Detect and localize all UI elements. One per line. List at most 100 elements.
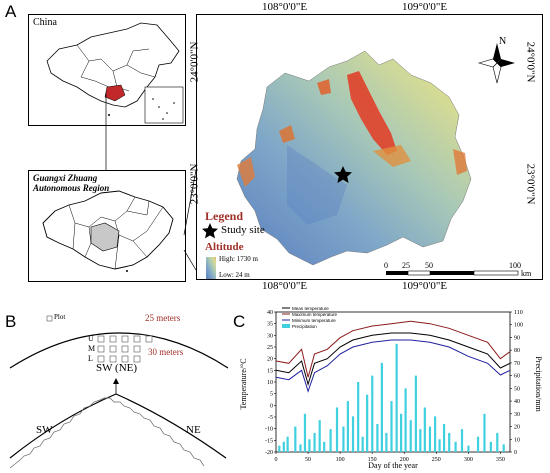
- precip-bar: [351, 416, 355, 452]
- y-tick-label: -20: [265, 450, 273, 456]
- precip-bar: [313, 432, 316, 452]
- china-inset-title: China: [33, 17, 57, 28]
- guangxi-outline-map: [42, 190, 174, 272]
- precip-bar: [409, 420, 412, 452]
- lon-top-2: 109°0'0"E: [402, 1, 448, 13]
- china-inset: China: [28, 14, 186, 126]
- study-site-star: [334, 166, 352, 183]
- y2-tick-label: 0: [514, 450, 517, 456]
- dem-map: [202, 43, 519, 279]
- precip-bar: [400, 413, 403, 452]
- y-tick-label: -15: [265, 438, 273, 444]
- precip-bar: [282, 441, 285, 452]
- guangxi-highlight: [104, 84, 126, 102]
- altitude-colorbar: [206, 257, 216, 279]
- left-slope-label: SW: [36, 424, 53, 436]
- scale-tick-50: 50: [425, 261, 433, 270]
- x-tick-label: 300: [464, 457, 473, 463]
- precip-bar: [329, 429, 332, 452]
- legend-study-site: Study site: [221, 224, 265, 236]
- x-tick-label: 250: [432, 457, 441, 463]
- climate-chart: -20 -15 -10 -5 0 5 10 15 20 25 30 35 40 0 10 20 30 40 50 6…: [239, 306, 543, 470]
- precip-bar: [308, 439, 311, 452]
- y-tick-label: -5: [268, 415, 273, 421]
- y2-tick-label: 30: [514, 412, 520, 418]
- y2-tick-label: 40: [514, 399, 520, 405]
- precip-bar: [448, 432, 451, 452]
- precip-bar: [366, 394, 369, 452]
- precip-bar: [303, 413, 307, 452]
- scale-tick-100: 100: [509, 261, 521, 270]
- plot-key-label: Plot: [54, 313, 66, 321]
- height-label: 30 meters: [148, 347, 184, 357]
- y2-tick-label: 100: [514, 323, 523, 329]
- panel-c-label: C: [233, 312, 246, 331]
- lat-right-2: 23°0'0"N: [524, 163, 537, 205]
- y-tick-label: 20: [267, 357, 273, 363]
- precip-bar: [299, 444, 302, 452]
- precip-bar: [390, 401, 393, 452]
- legend-star-icon: [202, 223, 218, 239]
- precip-bar: [502, 444, 505, 452]
- x-tick-label: 350: [496, 457, 505, 463]
- legend-title: Legend: [205, 209, 244, 223]
- precip-bar: [483, 413, 486, 452]
- scale-bar: [386, 270, 519, 276]
- precip-bar: [361, 436, 364, 452]
- y-tick-label: 10: [267, 380, 273, 386]
- lon-top-1: 108°0'0"E: [262, 1, 308, 13]
- x-tick-label: 150: [368, 457, 377, 463]
- guangxi-title-line2: Autonomous Region: [33, 183, 110, 193]
- y2-tick-label: 50: [514, 386, 520, 392]
- precip-bar: [496, 432, 499, 452]
- north-arrow: [477, 43, 515, 84]
- scale-tick-0: 0: [384, 261, 388, 270]
- main-map-frame: N Legend Study site Altitude High: 1730 …: [196, 14, 543, 280]
- y2-tick-label: 90: [514, 335, 520, 341]
- inset-connectors: [105, 93, 197, 271]
- panel-a-label: A: [5, 2, 17, 21]
- precip-bar: [342, 426, 345, 452]
- lat-right-1: 24°0'0"N: [524, 41, 537, 83]
- x-tick-label: 0: [275, 457, 278, 463]
- y-tick-label: 0: [270, 403, 273, 409]
- study-area-highlight: [90, 222, 120, 252]
- x-axis-label: Day of the year: [368, 461, 418, 470]
- series-line-2: [275, 339, 511, 393]
- x-tick-label: 100: [336, 457, 345, 463]
- precip-bar: [460, 429, 464, 452]
- legend-high: High: 1730 m: [219, 255, 258, 263]
- scale-unit: km: [521, 269, 532, 278]
- precip-bar: [467, 445, 470, 452]
- slope-label: SW (NE): [96, 362, 138, 374]
- lon-bottom-2: 109°0'0"E: [402, 280, 448, 292]
- x-tick-label: 200: [400, 457, 409, 463]
- legend-entry: Maximum temperature: [292, 312, 338, 317]
- panel-b-label: B: [5, 312, 17, 331]
- precip-bar: [489, 441, 492, 452]
- y2-tick-label: 70: [514, 361, 520, 367]
- precip-bar: [442, 424, 446, 452]
- legend-low: Low: 24 m: [219, 271, 250, 279]
- china-outline-map: [46, 22, 184, 124]
- y-axis-label: Temperature/°C: [239, 358, 248, 409]
- lat-left-2: 23°0'0"N: [188, 163, 201, 205]
- precip-bar: [376, 424, 379, 452]
- guangxi-inset: Guangxi Zhuang Autonomous Region: [28, 170, 186, 282]
- series-line-0: [275, 320, 511, 378]
- lat-left-1: 24°0'0"N: [188, 41, 201, 83]
- y-tick-label: 35: [267, 322, 273, 328]
- precip-bar: [294, 426, 297, 452]
- y-tick-label: 30: [267, 333, 273, 339]
- y-tick-label: -10: [265, 427, 273, 433]
- precip-bar: [433, 416, 437, 452]
- precip-bar: [404, 388, 407, 452]
- precip-bar: [371, 375, 374, 452]
- precip-bar: [419, 429, 422, 452]
- guangxi-title-line1: Guangxi Zhuang: [33, 173, 98, 183]
- y-tick-label: 40: [267, 310, 273, 316]
- lon-bottom-1: 108°0'0"E: [262, 280, 308, 292]
- precip-bar: [335, 407, 339, 452]
- legend-entry: Mean temperature: [292, 306, 329, 311]
- precip-bar: [454, 441, 457, 452]
